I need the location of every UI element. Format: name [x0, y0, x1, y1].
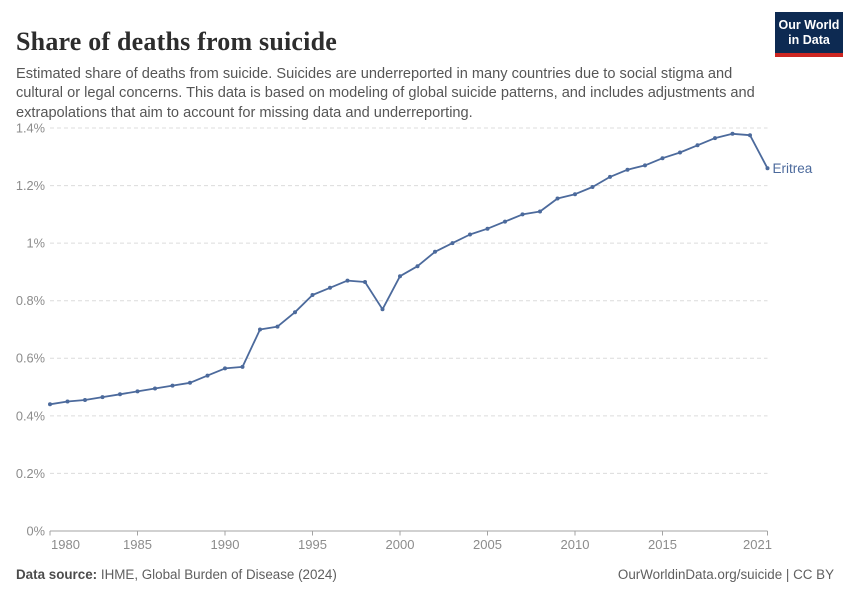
data-point-1982[interactable] [83, 398, 87, 402]
data-point-2013[interactable] [625, 167, 630, 172]
data-point-2009[interactable] [555, 196, 560, 201]
data-point-1981[interactable] [65, 399, 70, 404]
data-point-2005[interactable] [485, 226, 490, 231]
data-point-2010[interactable] [573, 192, 577, 197]
data-point-2002[interactable] [433, 249, 437, 254]
line-chart: 0% 0.2% 0.4% 0.6% 0.8% 1% 1.2% 1.4% 1980 1985 1990… [16, 120, 813, 552]
chart-title: Share of deaths from suicide [16, 27, 337, 57]
data-point-2001[interactable] [415, 264, 420, 269]
data-point-2017[interactable] [695, 143, 700, 148]
x-axis-label: 1990 [211, 537, 240, 552]
x-axis-label: 2010 [561, 537, 590, 552]
x-axis-label: 2015 [648, 537, 677, 552]
entity-end-label: Eritrea [773, 161, 813, 176]
trend-line[interactable] [49, 132, 769, 406]
data-point-2007[interactable] [520, 212, 525, 217]
data-source: Data source: IHME, Global Burden of Dise… [16, 567, 337, 582]
x-axis-label: 2000 [386, 537, 415, 552]
y-axis-label: 0.6% [16, 351, 45, 366]
data-point-2006[interactable] [503, 219, 507, 224]
x-axis-label: 1995 [298, 537, 327, 552]
data-point-2014[interactable] [643, 163, 647, 168]
data-point-1980[interactable] [48, 402, 52, 407]
data-point-1983[interactable] [100, 395, 105, 400]
y-axis-label: 0.4% [16, 408, 45, 423]
data-point-1994[interactable] [293, 310, 297, 315]
data-point-2008[interactable] [538, 209, 542, 214]
data-point-1992[interactable] [258, 327, 262, 332]
data-point-1990[interactable] [223, 366, 227, 371]
data-point-1993[interactable] [275, 324, 280, 329]
data-point-1999[interactable] [380, 307, 385, 312]
attribution-link[interactable]: OurWorldinData.org/suicide | CC BY [617, 567, 834, 582]
x-axis-label: 2021 [743, 537, 772, 552]
data-point-2000[interactable] [398, 274, 402, 279]
data-point-1991[interactable] [240, 364, 245, 369]
data-point-2012[interactable] [608, 174, 612, 179]
data-point-2003[interactable] [450, 241, 455, 246]
owid-logo[interactable]: Our World in Data [775, 12, 843, 57]
data-point-1997[interactable] [345, 278, 350, 283]
data-point-2021[interactable] [765, 166, 770, 171]
data-source-label: Data source: [16, 567, 98, 582]
data-point-2015[interactable] [660, 156, 665, 161]
data-point-1984[interactable] [118, 392, 122, 397]
owid-logo-line1: Our World [778, 18, 840, 32]
y-axis-label: 1% [27, 236, 46, 251]
data-point-1989[interactable] [205, 373, 210, 378]
y-axis-label: 1.2% [16, 178, 45, 193]
owid-logo-line2: in Data [788, 33, 830, 47]
chart-subtitle: Estimated share of deaths from suicide. … [16, 65, 755, 121]
x-axis-label: 2005 [473, 537, 502, 552]
data-point-2016[interactable] [678, 150, 682, 155]
data-point-2004[interactable] [468, 232, 472, 237]
y-axis-label: 0.2% [16, 466, 45, 481]
data-point-1985[interactable] [135, 389, 140, 394]
data-point-2020[interactable] [748, 133, 752, 138]
x-axis-label: 1980 [51, 537, 80, 552]
data-point-2019[interactable] [730, 131, 735, 136]
y-axis-label: 1.4% [16, 120, 45, 135]
data-point-1986[interactable] [153, 386, 157, 391]
data-point-1988[interactable] [188, 380, 192, 385]
data-source-text: IHME, Global Burden of Disease (2024) [97, 567, 337, 582]
x-axis-label: 1985 [123, 537, 152, 552]
data-point-1987[interactable] [170, 383, 175, 388]
y-axis-label: 0% [27, 523, 46, 538]
data-point-2011[interactable] [590, 185, 595, 189]
data-point-1995[interactable] [310, 293, 315, 297]
y-axis-label: 0.8% [16, 293, 45, 308]
data-point-2018[interactable] [713, 136, 717, 141]
data-point-1998[interactable] [363, 280, 367, 284]
data-point-1996[interactable] [328, 285, 332, 290]
